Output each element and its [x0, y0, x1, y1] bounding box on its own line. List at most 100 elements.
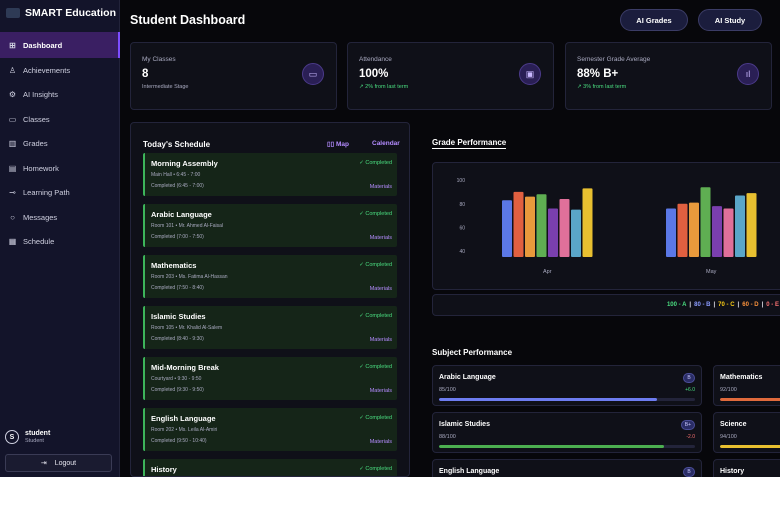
map-icon: ▯▯ — [327, 141, 336, 148]
chart-bar[interactable] — [746, 193, 757, 257]
subject-card[interactable]: Mathematics 92/100 — [713, 365, 780, 406]
legend-grade: B — [706, 302, 711, 308]
sidebar-item-homework[interactable]: ▤ Homework — [0, 156, 120, 181]
schedule-item-title: Mathematics — [151, 261, 197, 270]
grade-performance-chart: 40 60 80 100 Apr May — [432, 162, 780, 290]
legend-grade: E — [774, 302, 779, 308]
sidebar-item-achievements[interactable]: ♙ Achievements — [0, 58, 120, 83]
logout-button[interactable]: ⇥ Logout — [5, 454, 112, 472]
user-profile[interactable]: S student Student — [5, 430, 50, 444]
schedule-item-title: Islamic Studies — [151, 312, 206, 321]
schedule-item[interactable]: Mid-Morning Break ✓ Completed Courtyard • … — [143, 357, 397, 400]
status-badge: ✓ Completed — [359, 466, 392, 472]
avatar: S — [5, 430, 19, 444]
stat-sub: ↗ 3% from last term — [577, 84, 627, 90]
logout-label: Logout — [54, 459, 77, 467]
schedule-item-time: Completed (9:30 - 9:50) — [151, 387, 204, 393]
chart-bar[interactable] — [559, 199, 570, 257]
subject-card[interactable]: Arabic Language 85/100 B +6.0 — [432, 365, 702, 406]
schedule-item-title: Arabic Language — [151, 210, 212, 219]
status-badge: ✓ Completed — [359, 415, 392, 421]
legend-grade: D — [754, 302, 759, 308]
stat-card: Attendance 100% ↗ 2% from last term ▣ — [347, 42, 554, 110]
schedule-item[interactable]: Morning Assembly ✓ Completed Main Hall • 6… — [143, 153, 397, 196]
ai-grades-button[interactable]: AI Grades — [620, 9, 688, 31]
chart-bar[interactable] — [548, 208, 558, 257]
status-badge: ✓ Completed — [359, 211, 392, 217]
calendar-link[interactable]: Calendar — [372, 140, 400, 147]
sidebar-item-grades[interactable]: ▥ Grades — [0, 132, 120, 157]
sidebar-item-label: Homework — [23, 163, 59, 173]
status-badge: ✓ Completed — [359, 160, 392, 166]
materials-link[interactable]: Materials — [369, 286, 392, 292]
chart-bar[interactable] — [677, 203, 688, 257]
chart-bar[interactable] — [700, 187, 711, 257]
sidebar-item-messages[interactable]: ○ Messages — [0, 205, 120, 230]
schedule-panel: Today's Schedule ▯▯ Map Calendar Morning… — [130, 122, 410, 477]
progress-bar — [439, 445, 695, 448]
sidebar-item-ai-insights[interactable]: ⚙ AI Insights — [0, 83, 120, 108]
legend-grade: C — [730, 302, 735, 308]
sidebar-item-learning-path[interactable]: ⊸ Learning Path — [0, 181, 120, 206]
chart-bar[interactable] — [723, 208, 734, 257]
bar-chart-icon: ▥ — [8, 139, 17, 149]
chat-icon: ○ — [10, 212, 15, 222]
progress-bar — [720, 398, 780, 401]
sidebar-item-classes[interactable]: ▭ Classes — [0, 107, 120, 132]
materials-link[interactable]: Materials — [369, 439, 392, 445]
sidebar-item-label: Learning Path — [23, 188, 70, 198]
x-tick-label: Apr — [543, 269, 552, 275]
materials-link[interactable]: Materials — [369, 337, 392, 343]
subject-name: Mathematics — [720, 374, 763, 381]
schedule-item[interactable]: English Language ✓ Completed Room 202 • Ms… — [143, 408, 397, 451]
legend-divider: | — [737, 302, 740, 308]
stat-value: 88% B+ — [577, 68, 619, 80]
progress-bar — [439, 398, 695, 401]
subject-card[interactable]: Islamic Studies 88/100 B+ -2.0 — [432, 412, 702, 453]
schedule-item[interactable]: Arabic Language ✓ Completed Room 101 • Mr.… — [143, 204, 397, 247]
schedule-item[interactable]: Islamic Studies ✓ Completed Room 105 • Mr.… — [143, 306, 397, 349]
chart-bar[interactable] — [536, 194, 547, 257]
brand[interactable]: SMART Education — [0, 0, 119, 26]
schedule-item[interactable]: Mathematics ✓ Completed Room 203 • Ms. Fat… — [143, 255, 397, 298]
chart-bar[interactable] — [689, 202, 699, 257]
legend-separator: - — [769, 302, 775, 308]
materials-link[interactable]: Materials — [369, 235, 392, 241]
grade-chart-svg: 40 60 80 100 Apr May — [457, 178, 757, 275]
page-title: Student Dashboard — [130, 13, 246, 27]
legend-range: 80 — [694, 302, 701, 308]
sidebar-item-dashboard[interactable]: ⊞ Dashboard — [0, 32, 120, 58]
chart-bar[interactable] — [582, 188, 593, 257]
schedule-item-detail: Courtyard • 9:30 - 9:50 — [151, 376, 202, 382]
chart-bar[interactable] — [712, 206, 722, 257]
status-badge: ✓ Completed — [359, 262, 392, 268]
legend-range: 60 — [742, 302, 749, 308]
ai-study-button[interactable]: AI Study — [698, 9, 762, 31]
stat-sub: Intermediate Stage — [142, 84, 189, 90]
legend-range: 0 — [766, 302, 770, 308]
schedule-item[interactable]: History ✓ Completed — [143, 459, 397, 476]
chart-bar[interactable] — [666, 208, 676, 257]
subject-card[interactable]: Science 94/100 — [713, 412, 780, 453]
chart-bar[interactable] — [571, 209, 581, 257]
user-name: student — [25, 430, 51, 438]
subject-name: English Language — [439, 468, 500, 475]
schedule-item-time: Completed (6:45 - 7:00) — [151, 183, 204, 189]
subject-card[interactable]: History — [713, 459, 780, 477]
sidebar-item-schedule[interactable]: ▦ Schedule — [0, 230, 120, 255]
legend-separator: - — [676, 302, 683, 308]
chart-bar[interactable] — [735, 195, 745, 257]
subject-name: History — [720, 468, 745, 475]
chart-bar[interactable] — [513, 191, 524, 257]
legend-range: 100 — [666, 302, 677, 308]
chart-bar[interactable] — [502, 200, 512, 257]
subject-card[interactable]: English Language B — [432, 459, 702, 477]
schedule-item-title: History — [151, 465, 177, 474]
materials-link[interactable]: Materials — [369, 388, 392, 394]
map-link[interactable]: ▯▯ Map — [327, 140, 349, 148]
materials-link[interactable]: Materials — [369, 184, 392, 190]
brand-name: SMART Education — [25, 7, 116, 19]
schedule-item-detail: Main Hall • 6:45 - 7:00 — [151, 172, 201, 178]
schedule-item-time: Completed (7:00 - 7:50) — [151, 234, 204, 240]
chart-bar[interactable] — [525, 196, 535, 257]
